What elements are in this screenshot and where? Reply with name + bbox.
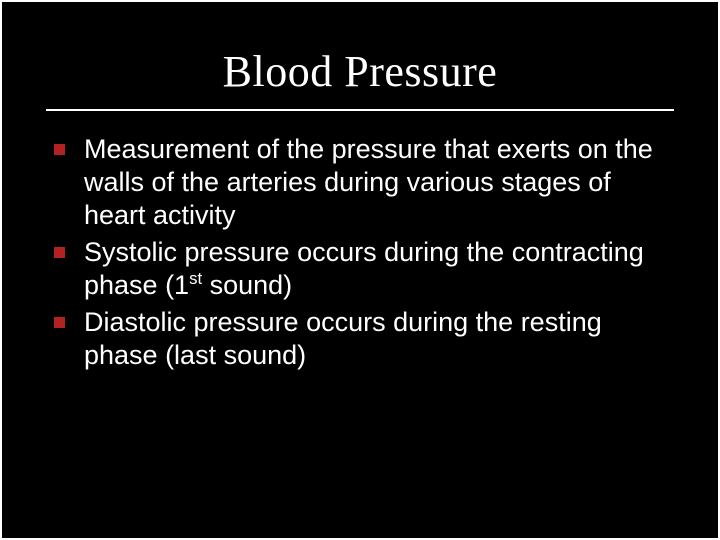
bullet-text-post: sound) <box>202 270 292 300</box>
square-bullet-icon <box>54 317 65 328</box>
ordinal-superscript: st <box>189 269 202 288</box>
bullet-text: Diastolic pressure occurs during the res… <box>84 307 602 370</box>
slide-title: Blood Pressure <box>46 46 674 97</box>
square-bullet-icon <box>54 247 65 258</box>
bullet-list: Measurement of the pressure that exerts … <box>46 133 674 372</box>
list-item: Measurement of the pressure that exerts … <box>52 133 668 232</box>
title-divider <box>46 109 674 111</box>
list-item: Systolic pressure occurs during the cont… <box>52 236 668 302</box>
list-item: Diastolic pressure occurs during the res… <box>52 306 668 372</box>
bullet-text: Systolic pressure occurs during the cont… <box>84 237 644 300</box>
slide-container: Blood Pressure Measurement of the pressu… <box>0 0 720 540</box>
square-bullet-icon <box>54 144 65 155</box>
bullet-text: Measurement of the pressure that exerts … <box>84 134 653 230</box>
bullet-text-pre: Systolic pressure occurs during the cont… <box>84 237 644 300</box>
title-wrap: Blood Pressure <box>46 46 674 97</box>
